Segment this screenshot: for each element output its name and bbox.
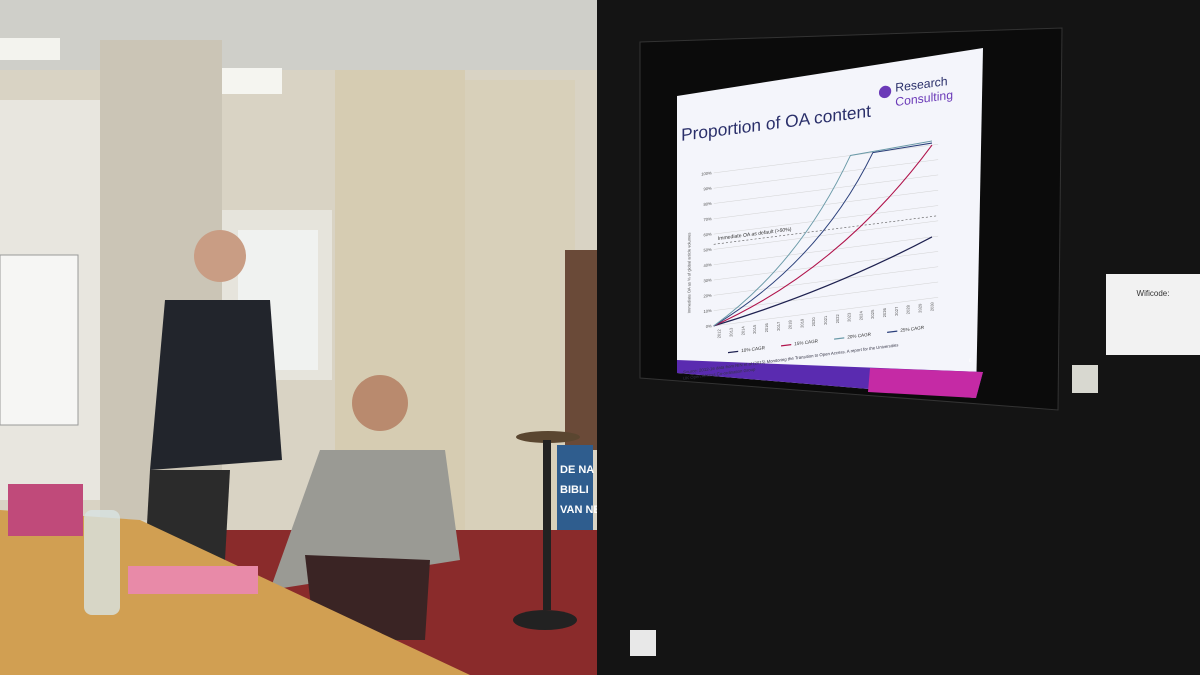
y-tick-label: 50% [704,247,713,253]
y-tick-label: 40% [704,262,713,268]
papers [128,566,258,594]
x-tick-label: 2030 [929,301,934,311]
curve [713,140,933,327]
x-tick-label: 2028 [906,304,911,314]
grid-line [713,159,939,189]
legend-swatch [727,350,739,354]
ceiling-light [222,68,282,94]
banner-text: DE NA [560,464,594,476]
ceiling [0,0,600,70]
bookshelf [565,250,597,450]
legend-swatch [781,343,792,347]
grid-line [713,281,939,311]
grid-line [713,144,939,174]
presenter-jacket [150,300,282,470]
power-socket [630,630,656,656]
stool-base [513,610,577,630]
logo-mark [878,85,892,99]
curve [713,144,933,327]
water-bottle [84,510,120,615]
curve [713,236,933,327]
grid-line [713,266,939,296]
x-tick-label: 2021 [823,315,828,325]
page-number: 6 [969,358,972,364]
y-tick-label: 70% [704,216,713,222]
y-tick-label: 20% [704,293,713,299]
grid-line [713,205,939,235]
x-tick-label: 2019 [799,318,804,328]
x-tick-label: 2013 [729,327,734,337]
legend-label: 25% CAGR [900,325,924,333]
x-tick-label: 2012 [717,328,722,338]
threshold-line [713,215,939,245]
y-tick-label: 0% [706,323,712,329]
wifi-sign [1106,274,1200,355]
x-tick-label: 2020 [811,316,816,326]
banner-text: VAN NE [560,504,601,516]
legend-swatch [834,337,845,340]
light-switch [1072,365,1098,393]
x-tick-label: 2023 [847,312,852,322]
y-tick-label: 60% [704,231,713,237]
x-tick-label: 2026 [882,307,887,317]
y-tick-label: 90% [704,186,713,192]
x-tick-label: 2022 [835,313,840,323]
curve [713,142,933,327]
grid-line [713,297,939,327]
seated-head [352,375,408,431]
legend-label: 15% CAGR [794,338,818,346]
plot: 0% 10% 20% 30% 40% 50% 60% 70% 80% 90% 100% 2012 201… [701,144,939,339]
logo-text: Research [895,74,947,95]
laptop [8,484,83,536]
legend-swatch [887,330,898,333]
x-tick-label: 2024 [858,310,863,320]
x-tick-label: 2025 [870,309,875,319]
seated-sweater [270,450,460,590]
wifi-title: Wificode: [1137,289,1170,298]
flipchart [0,254,79,426]
x-tick-label: 2029 [917,303,922,313]
y-tick-label: 100% [701,170,712,176]
grid-line [713,251,939,281]
presenter-head [194,230,246,282]
legend: 10% CAGR 15% CAGR 20% CAGR 25% CAGR [727,325,925,354]
x-tick-label: 2018 [788,319,793,329]
grid-line [713,174,939,204]
stool-pole [543,440,551,610]
stool-seat [516,431,580,443]
y-tick-label: 10% [704,308,713,314]
legend-label: 10% CAGR [741,345,765,353]
y-axis-label: Immediate OA as % of global article volu… [686,232,691,313]
x-tick-label: 2017 [776,321,781,331]
y-tick-label: 80% [704,201,713,207]
x-tick-label: 2015 [752,324,757,334]
wall-panel [465,80,575,550]
grid-line [713,220,939,250]
x-tick-label: 2027 [894,306,899,316]
y-tick-label: 30% [704,277,713,283]
grid-line [713,235,939,265]
ceiling-light [0,38,60,60]
x-tick-label: 2014 [740,325,745,335]
banner-text: BIBLI [560,484,589,496]
x-tick-label: 2016 [764,322,769,332]
grid-line [713,190,939,220]
slide-footer-accent [868,368,983,398]
legend-label: 20% CAGR [847,332,871,340]
